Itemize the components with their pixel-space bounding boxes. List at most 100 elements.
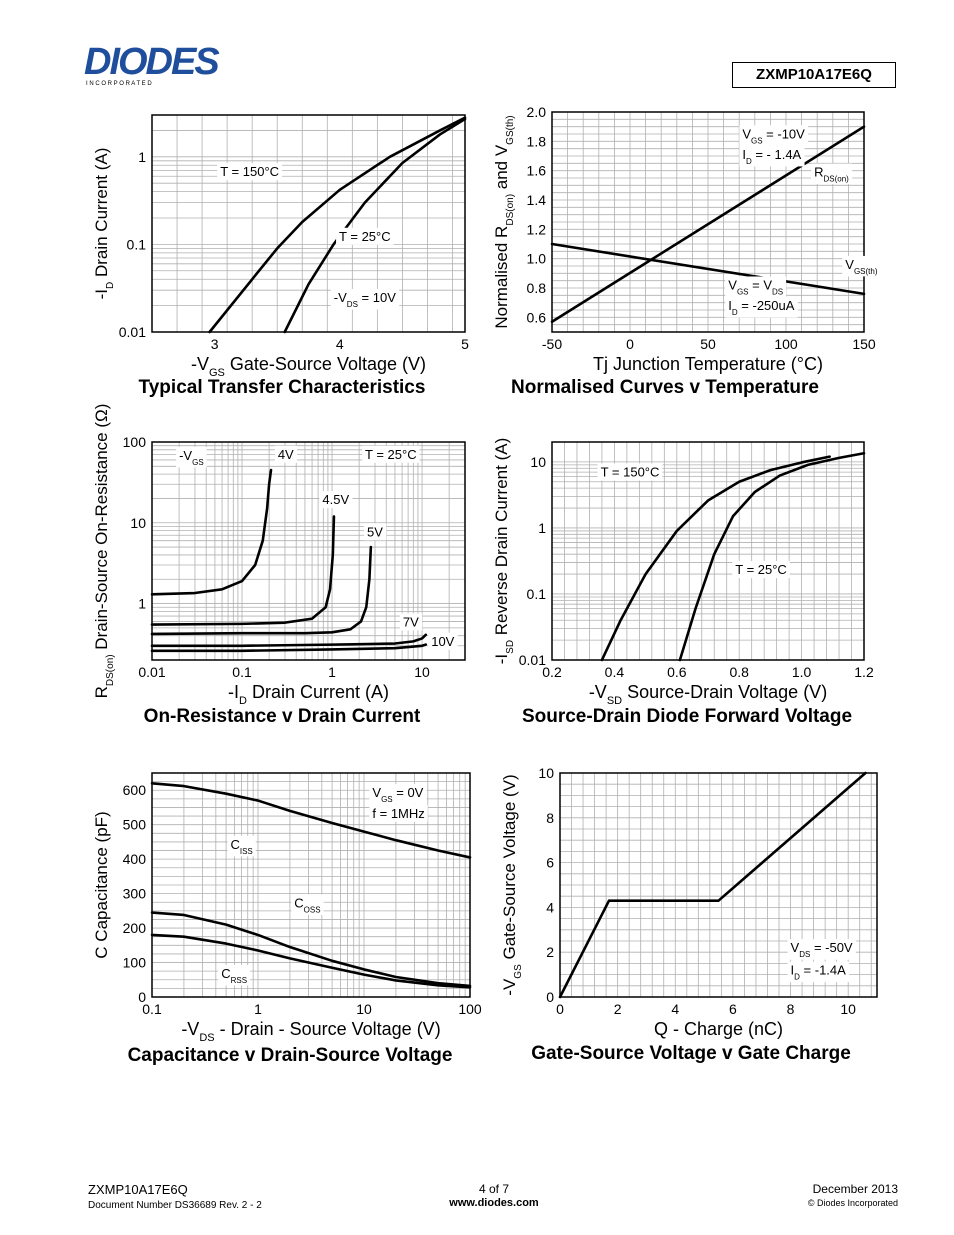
series-line — [150, 545, 373, 636]
chart-title: Capacitance v Drain-Source Voltage — [128, 1045, 453, 1066]
annotation-label: T = 150°C — [601, 465, 660, 480]
annotation-label: T = 25°C — [735, 562, 787, 577]
x-tick-label: 1 — [328, 664, 336, 680]
annotation-bg — [291, 894, 324, 915]
annotation-bg — [725, 297, 798, 318]
y-axis-label: -VGS Gate-Source Voltage (V) — [500, 774, 524, 995]
y-tick-label: 10 — [530, 454, 546, 470]
annotation-label: CRSS — [221, 966, 247, 985]
y-tick-label: 600 — [123, 782, 147, 798]
chart-onres: 0.01 0.1 1 10 1 10 100 -VGS 4V T = 25°C 4.5V 5V 7V 10… — [92, 404, 466, 727]
annotation-label: 4V — [278, 447, 294, 462]
annotation-label: ID = - 1.4A — [742, 147, 801, 166]
annotation-bg — [319, 491, 353, 509]
annotation-label: -VDS = 10V — [334, 290, 396, 309]
y-tick-label: 1.2 — [527, 221, 547, 237]
annotation-bg — [725, 276, 787, 297]
y-axis-label: Normalised RDS(on) and VGS(th) — [492, 115, 516, 328]
annotation-label: -VGS — [179, 448, 204, 467]
y-tick-label: 100 — [123, 434, 147, 450]
chart-title: Normalised Curves v Temperature — [511, 377, 819, 398]
annotation-label: VGS(th) — [845, 257, 878, 276]
plot-frame — [151, 114, 466, 333]
y-tick-label: 0.6 — [527, 309, 547, 325]
footer-website[interactable]: www.diodes.com — [449, 1197, 539, 1209]
y-tick-label: 2.0 — [527, 104, 547, 120]
series-line — [150, 911, 472, 988]
x-axis-label: -ID Drain Current (A) — [228, 682, 389, 707]
y-axis-label: C Capacitance (pF) — [92, 811, 111, 958]
annotation-label: VGS = 0V — [372, 785, 423, 804]
logo-incorporated: I N C O R P O R A T E D — [86, 81, 152, 87]
y-tick-label: 0 — [546, 989, 554, 1005]
x-tick-label: 4 — [336, 336, 344, 352]
x-tick-label: 5 — [461, 336, 469, 352]
annotation-bg — [218, 965, 251, 986]
y-tick-label: 400 — [123, 851, 147, 867]
chart-title: On-Resistance v Drain Current — [144, 706, 421, 727]
chart-title: Typical Transfer Characteristics — [139, 377, 426, 398]
x-tick-label: 0.1 — [232, 664, 252, 680]
y-tick-label: 10 — [538, 765, 554, 781]
annotation-label: RDS(on) — [814, 165, 849, 184]
x-tick-label: 1.0 — [792, 664, 812, 680]
series-line — [550, 125, 866, 324]
y-axis-label: -ISD Reverse Drain Current (A) — [492, 438, 516, 664]
annotation-bg — [732, 561, 790, 579]
series-line — [150, 643, 428, 653]
x-tick-label: 1.2 — [854, 664, 874, 680]
plot-frame — [151, 772, 471, 998]
y-tick-label: 1.0 — [527, 251, 547, 267]
annotation-label: 7V — [403, 614, 419, 629]
x-axis-label: -VGS Gate-Source Voltage (V) — [191, 354, 426, 379]
logo-wordmark: DIODES — [84, 42, 219, 83]
series-line — [550, 242, 866, 296]
y-tick-label: 300 — [123, 886, 147, 902]
x-tick-label: -50 — [542, 336, 562, 352]
annotation-label: COSS — [294, 895, 320, 914]
x-tick-label: 3 — [211, 336, 219, 352]
annotation-label: T = 25°C — [365, 447, 417, 462]
annotation-label: VDS = -50V — [791, 940, 853, 959]
x-tick-label: 150 — [852, 336, 876, 352]
series-line — [600, 455, 831, 662]
y-tick-label: 1.6 — [527, 163, 547, 179]
x-axis-label: -VSD Source-Drain Voltage (V) — [589, 682, 827, 707]
x-tick-label: 0.2 — [542, 664, 562, 680]
x-axis-label: Q - Charge (nC) — [654, 1019, 783, 1039]
y-tick-label: 2 — [546, 944, 554, 960]
y-tick-label: 0.01 — [519, 652, 546, 668]
series-line — [558, 771, 867, 999]
plot-frame — [559, 772, 878, 998]
annotation-label: ID = -250uA — [728, 298, 794, 317]
grid-diode — [551, 441, 865, 661]
y-tick-label: 0.01 — [119, 324, 146, 340]
annotation-label: 5V — [367, 524, 383, 539]
x-tick-label: 10 — [356, 1001, 372, 1017]
annotation-bg — [364, 523, 387, 541]
series-line — [678, 451, 866, 662]
x-tick-label: 0 — [556, 1001, 564, 1017]
plot-frame — [551, 111, 865, 333]
annotation-bg — [787, 961, 850, 983]
series-line — [150, 933, 472, 989]
annotation-bg — [330, 289, 400, 310]
x-tick-label: 0.01 — [138, 664, 165, 680]
grid-onres — [151, 441, 466, 661]
x-tick-label: 0 — [626, 336, 634, 352]
y-tick-label: 100 — [123, 955, 147, 971]
x-tick-label: 10 — [414, 664, 430, 680]
y-tick-label: 0.1 — [527, 586, 547, 602]
footer-document-number: Document Number DS36689 Rev. 2 - 2 — [88, 1200, 262, 1211]
x-tick-label: 10 — [840, 1001, 856, 1017]
charts-canvas: 3 4 5 0.01 0.1 1 T = 150°C T = 25°C -VDS = 10V -V… — [92, 104, 881, 1066]
chart-norm: -50 0 50 100 150 0.6 0.8 1.0 1.2 1.4 1.6 1.8 2.0 VGS … — [492, 104, 881, 398]
chart-cap: 0.1 1 10 100 0 100 200 300 400 500 600 VGS = 0V f = … — [92, 772, 482, 1066]
x-axis-label: Tj Junction Temperature (°C) — [593, 354, 823, 374]
annotation-label: CISS — [230, 837, 252, 856]
diodes-logo: DIODES I N C O R P O R A T E D — [84, 41, 264, 88]
y-axis-label: RDS(on) Drain-Source On-Resistance (Ω) — [92, 404, 116, 699]
annotation-label: f = 1MHz — [372, 806, 424, 821]
annotation-bg — [217, 163, 283, 181]
annotation-bg — [739, 125, 809, 146]
